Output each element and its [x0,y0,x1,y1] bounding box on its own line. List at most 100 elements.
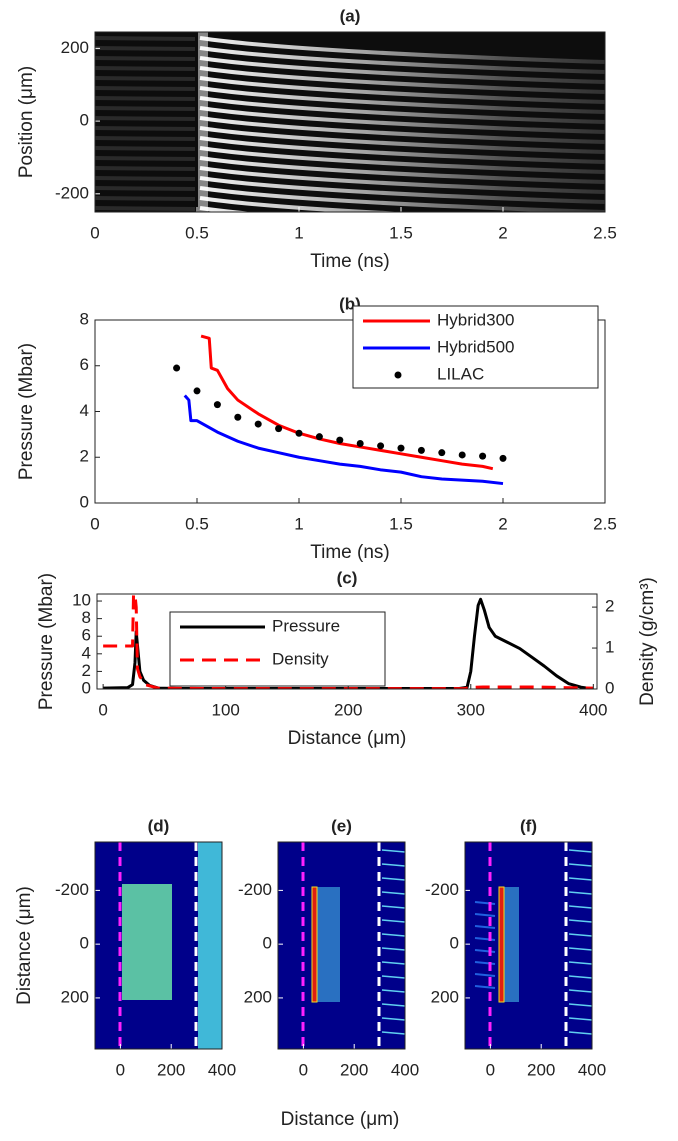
axes-frame [96,593,598,690]
image-streak [381,905,405,909]
image-streak [199,36,605,64]
plot-area [95,32,605,219]
image-streak [199,196,405,212]
image-streak [381,1003,405,1007]
image-streak [199,186,605,212]
y-axis-label: Pressure (Mbar) [16,343,37,480]
image-streak [199,156,605,184]
image-streak [95,56,196,61]
y-tick-label: 0 [450,934,459,953]
y-tick-label: 0 [80,492,89,511]
data-point [479,452,487,460]
image-streak [199,96,605,124]
y-tick-label: 10 [72,591,91,610]
image-streak [568,863,592,867]
legend-label: Hybrid300 [437,310,515,329]
x-tick-label: 200 [157,1060,185,1079]
image-region [311,886,318,1003]
y-tick-label: -200 [238,880,272,899]
image-streak [199,76,605,104]
y-tick-label: 0 [82,678,91,697]
data-point [173,364,181,372]
image-streak [568,989,592,993]
x-axis-label: Time (ns) [310,542,390,563]
image-edge [198,32,208,212]
data-point [499,454,507,462]
y-tick-label: 0 [80,934,89,953]
image-streak [95,126,196,131]
image-streak [199,126,605,154]
image-streak [95,76,196,81]
y-axis-label: Position (μm) [16,66,37,178]
y-tick-label: -200 [55,183,89,202]
y2-tick-label: 1 [605,638,614,657]
y2-tick-label: 2 [605,597,614,616]
y-tick-label: 200 [431,987,459,1006]
chart-title: (d) [148,816,170,835]
image-streak [474,925,496,929]
x-tick-label: 200 [334,700,362,719]
image-streak [95,218,195,219]
x-axis-label: Time (ns) [310,251,390,272]
legend-swatch [394,371,402,379]
y-tick-label: 4 [82,643,91,662]
image-streak [199,146,605,174]
y-tick-label: 8 [82,608,91,627]
image-streak [199,136,605,164]
axes-frame [94,319,606,504]
image-streak [95,146,196,151]
image-streak [199,176,605,204]
data-point [397,444,405,452]
legend-label: LILAC [437,364,484,383]
image-streak [568,849,592,853]
image-streak [381,933,405,937]
image-streak [95,106,196,111]
data-point [193,387,201,395]
data-point [417,446,425,454]
data-point [356,440,364,448]
image-streak [199,116,605,144]
image-streak [381,961,405,965]
image-streak [381,989,405,993]
x-tick-label: 0 [90,514,99,533]
data-line [183,394,504,486]
image-streak [568,1003,592,1007]
chart-title: (a) [340,6,361,25]
chart-title: (e) [331,816,352,835]
image-streak [568,905,592,909]
image-streak [381,877,405,881]
image-streak [381,863,405,867]
image-background [278,842,405,1049]
x-tick-label: 0 [98,700,107,719]
x-tick-label: 0.5 [185,514,209,533]
y-tick-label: 0 [263,934,272,953]
image-streak [381,975,405,979]
image-streak [95,46,196,51]
y2-axis-label: Density (g/cm³) [637,577,658,706]
x-tick-label: 200 [527,1060,555,1079]
image-streak [199,66,605,94]
data-point [438,449,446,457]
x-tick-label: 0 [90,223,99,242]
axes-frame [94,31,606,213]
y-tick-label: 2 [80,447,89,466]
image-streak [474,949,496,953]
image-streak [199,166,605,194]
image-background [465,842,592,1049]
data-point [377,442,385,450]
data-point [234,413,242,421]
image-streak [95,196,196,201]
chart-title: (c) [337,568,358,587]
y-tick-label: 200 [244,987,272,1006]
chart-title: (f) [520,816,537,835]
image-region [198,842,222,1049]
legend-box [169,611,386,687]
y2-tick-label: 0 [605,678,614,697]
image-streak [381,1031,405,1035]
image-region [501,887,519,1002]
x-tick-label: 2 [498,514,507,533]
y-tick-label: 8 [80,309,89,328]
plot-area [95,842,222,1049]
y-axis-label: Distance (μm) [14,886,35,1005]
